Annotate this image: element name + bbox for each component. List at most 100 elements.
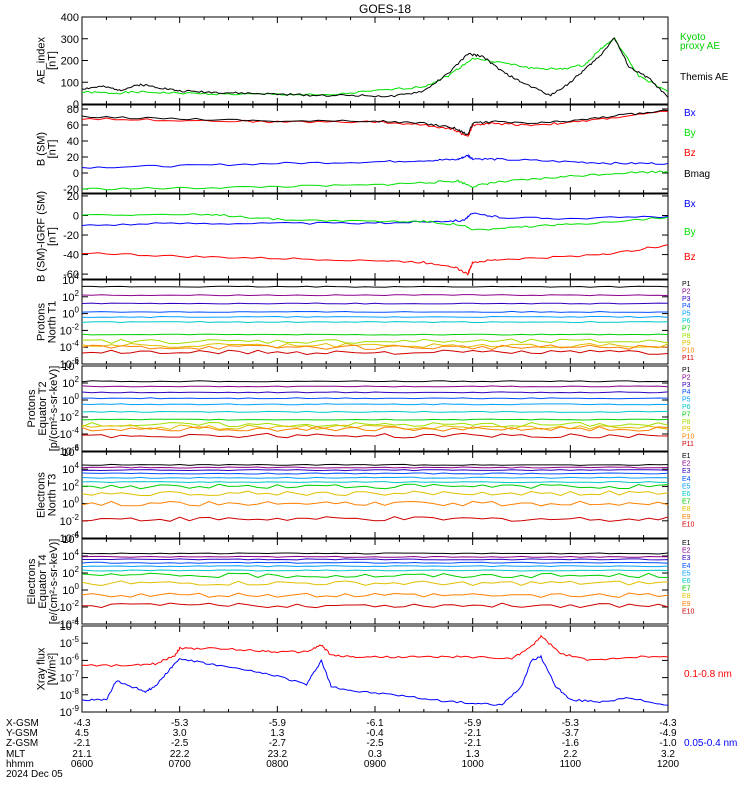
ephemeris-value: -5.3 [562, 718, 580, 729]
ephemeris-value: -6.1 [366, 718, 384, 729]
y-tick-label: 10-2 [60, 322, 80, 337]
series-line-e6 [82, 569, 668, 572]
legend-entry: P3 [682, 382, 691, 389]
ephemeris-value: -1.0 [659, 738, 677, 749]
y-tick-label: 100 [61, 77, 79, 89]
ephemeris-value: 0900 [364, 759, 387, 770]
series-line-bz [82, 110, 668, 138]
series-line-p2 [82, 294, 668, 297]
series-line-e2 [82, 555, 668, 558]
ephemeris-value: -5.3 [171, 718, 189, 729]
series-line-p4 [82, 310, 668, 313]
legend-entry: E8 [682, 506, 691, 513]
panel-3: -60 -40 -20 0 20 B (SM)-IGRF (SM)[nT] Bx By Bz [36, 191, 696, 282]
y-tick-label: 10-8 [60, 687, 80, 702]
y-tick-label: 0 [73, 168, 79, 180]
y-tick-label: 104 [62, 461, 79, 476]
series-line-p5 [82, 403, 668, 406]
series-line-e4 [82, 561, 668, 564]
ephemeris-value: -2.1 [464, 738, 482, 749]
legend-entry: Bx [684, 108, 696, 119]
y-axis-label: ProtonsNorth T1 [36, 301, 59, 344]
legend-entry: proxy AE [680, 41, 720, 52]
y-tick-label: 10-4 [60, 339, 80, 354]
legend-entry: P4 [682, 389, 691, 396]
y-tick-label: -40 [63, 250, 79, 262]
legend-entry: P1 [682, 367, 691, 374]
y-tick-label: 106 [62, 444, 79, 459]
series-line-p1 [82, 285, 668, 288]
series-line-themis-ae [82, 37, 668, 98]
y-tick-label: 100 [62, 496, 79, 511]
ephemeris-value: 4.5 [75, 728, 89, 739]
legend-entry: P7 [682, 411, 691, 418]
y-tick-label: 10-4 [60, 426, 80, 441]
legend-entry: E3 [682, 555, 691, 562]
legend-entry: Bx [684, 199, 696, 210]
legend-entry: P6 [682, 318, 691, 325]
y-tick-label: 100 [62, 306, 79, 321]
legend-entry: E10 [682, 608, 695, 615]
ephemeris-value: 23.2 [268, 749, 288, 760]
y-tick-label: 10-5 [60, 635, 80, 650]
figure-title: GOES-18 [359, 2, 411, 16]
ephemeris-value: -2.1 [73, 738, 91, 749]
ephemeris-value: 1200 [657, 759, 680, 770]
legend-entry: E5 [682, 483, 691, 490]
y-tick-label: -20 [63, 184, 79, 196]
ephemeris-value: 0.3 [368, 749, 382, 760]
y-tick-label: 104 [62, 358, 79, 373]
ephemeris-value: -5.9 [464, 718, 482, 729]
series-group [82, 552, 668, 609]
y-axis-label: AE_index[nT] [36, 36, 59, 84]
legend-entry: E7 [682, 499, 691, 506]
series-line-p11 [82, 349, 668, 356]
series-line-p10 [82, 344, 668, 351]
ephemeris-value: 2.2 [563, 749, 577, 760]
ephemeris-value: -2.7 [269, 738, 287, 749]
ephemeris-value: -2.5 [171, 738, 189, 749]
series-group [82, 36, 668, 98]
legend-entry: 0.05-0.4 nm [684, 738, 737, 749]
series-line-e9 [82, 592, 668, 598]
ephemeris-row-label: hhmm [6, 759, 34, 770]
series-line-p4 [82, 397, 668, 400]
ephemeris-value: 3.2 [661, 749, 675, 760]
legend-entry: P9 [682, 340, 691, 347]
series-line-e3 [82, 469, 668, 472]
y-axis-label: B (SM)[nT] [36, 132, 59, 166]
ephemeris-value: -4.9 [659, 728, 677, 739]
legend-entry: E9 [682, 601, 691, 608]
y-tick-label: 104 [62, 272, 79, 287]
series-line-e5 [82, 476, 668, 479]
ephemeris-value: 0700 [169, 759, 192, 770]
series-line-e10 [82, 516, 668, 522]
y-tick-label: 102 [62, 478, 79, 493]
legend-entry: E2 [682, 548, 691, 555]
series-group [82, 634, 668, 706]
legend-entry: E6 [682, 578, 691, 585]
y-tick-label: 60 [67, 120, 79, 132]
y-tick-label: 102 [62, 375, 79, 390]
series-line-e1 [82, 552, 668, 555]
y-tick-label: 0 [73, 210, 79, 222]
y-tick-label: 10-2 [60, 513, 80, 528]
y-axis-label: ElectronsNorth T3 [36, 472, 59, 518]
legend-entry: E1 [682, 540, 691, 547]
y-axis-label: Xray flux[W/m²] [36, 647, 59, 690]
legend-entry: E2 [682, 461, 691, 468]
legend-entry: E9 [682, 514, 691, 521]
legend-entry: P7 [682, 325, 691, 332]
series-line-e8 [82, 580, 668, 587]
series-group [82, 285, 668, 356]
series-group [82, 212, 668, 276]
series-line-bz [82, 244, 668, 276]
ephemeris-row-label: Y-GSM [6, 728, 38, 739]
series-line-e8 [82, 490, 668, 497]
legend-entry: P8 [682, 333, 691, 340]
series-line-p8 [82, 338, 668, 345]
legend-entry: E10 [682, 521, 695, 528]
